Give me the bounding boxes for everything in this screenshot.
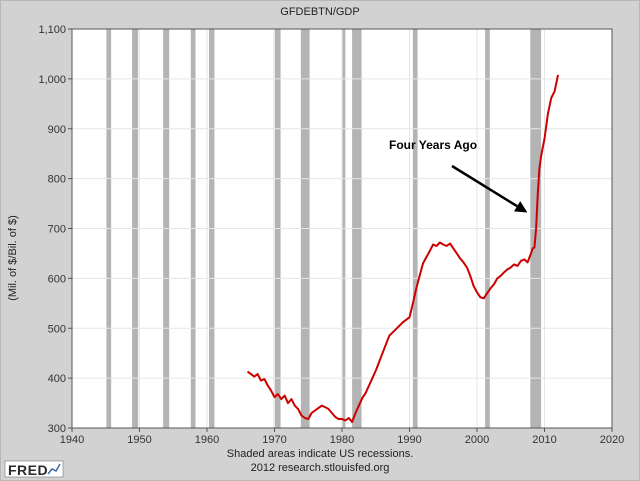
x-tick-label: 1950 [127, 434, 151, 446]
x-axis-ticks: 1940 1950 1960 1970 1980 1990 2000 2010 2020 [60, 428, 624, 446]
annotation-arrowhead [513, 201, 528, 213]
y-axis-label: (Mil. of $/Bil. of $) [7, 215, 19, 301]
x-tick-label: 1980 [330, 434, 354, 446]
y-tick-label: 500 [48, 323, 66, 335]
y-tick-label: 400 [48, 373, 66, 385]
x-tick-label: 2010 [532, 434, 556, 446]
y-tick-label: 300 [48, 423, 66, 435]
y-axis-ticks: 300 400 500 600 700 800 900 1,000 1,100 [38, 24, 72, 435]
annotation-arrow [451, 164, 518, 208]
fred-logo: FRED [4, 460, 64, 478]
source-note: 2012 research.stlouisfed.org [251, 462, 390, 474]
x-tick-label: 2000 [465, 434, 489, 446]
chart-title: GFDEBTN/GDP [280, 6, 359, 18]
x-tick-label: 1970 [262, 434, 286, 446]
y-tick-label: 700 [48, 224, 66, 236]
series-group [246, 74, 559, 423]
fred-logo-text: FRED [8, 462, 48, 478]
x-tick-label: 1940 [60, 434, 84, 446]
recession-note: Shaded areas indicate US recessions. [227, 448, 414, 460]
y-tick-label: 1,000 [38, 74, 66, 86]
x-tick-label: 2020 [600, 434, 624, 446]
fred-logo-icon [47, 463, 61, 475]
y-tick-label: 1,100 [38, 24, 66, 36]
y-tick-label: 900 [48, 124, 66, 136]
series-line [246, 74, 559, 423]
annotation: Four Years Ago [389, 138, 528, 213]
y-tick-label: 600 [48, 273, 66, 285]
x-tick-label: 1960 [195, 434, 219, 446]
annotation-text: Four Years Ago [389, 138, 477, 152]
y-tick-label: 800 [48, 174, 66, 186]
x-tick-label: 1990 [397, 434, 421, 446]
